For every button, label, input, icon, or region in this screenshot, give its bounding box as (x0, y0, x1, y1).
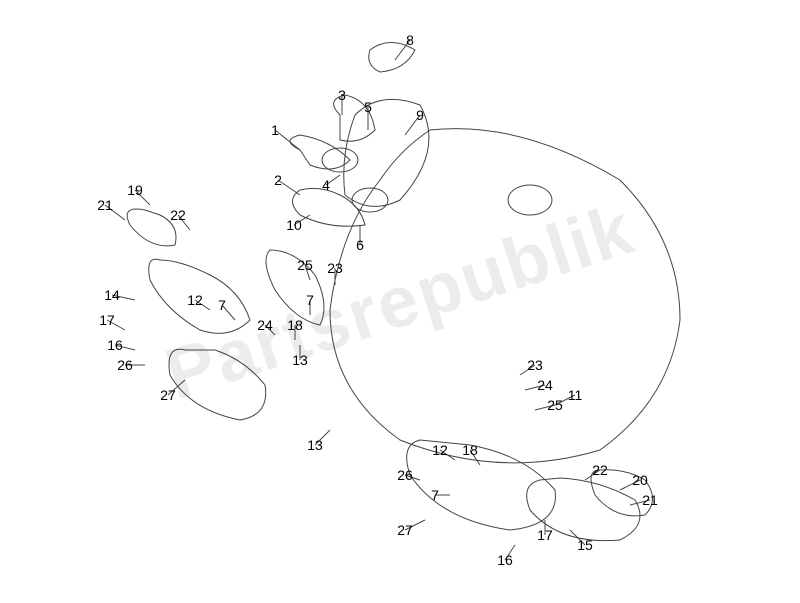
callout-label-12: 12 (187, 292, 203, 308)
parts-diagram: Partsrepublik 83159241061921222523141277… (0, 0, 800, 603)
callout-label-27: 27 (397, 522, 413, 538)
callout-label-16: 16 (497, 552, 513, 568)
callout-label-7: 7 (218, 297, 226, 313)
callout-label-21: 21 (97, 197, 113, 213)
part-outline (169, 349, 266, 420)
callout-label-10: 10 (286, 217, 302, 233)
callout-label-26: 26 (117, 357, 133, 373)
part-outline (266, 250, 324, 325)
part-outline (127, 209, 176, 246)
callout-label-24: 24 (257, 317, 273, 333)
callout-label-6: 6 (356, 237, 364, 253)
callout-label-8: 8 (406, 32, 414, 48)
callout-label-9: 9 (416, 107, 424, 123)
callout-label-25: 25 (297, 257, 313, 273)
callout-label-7: 7 (306, 292, 314, 308)
callout-label-24: 24 (537, 377, 553, 393)
callout-label-7: 7 (431, 487, 439, 503)
callout-label-26: 26 (397, 467, 413, 483)
callout-label-14: 14 (104, 287, 120, 303)
callout-label-11: 11 (568, 387, 583, 403)
callout-label-20: 20 (632, 472, 648, 488)
callout-label-16: 16 (107, 337, 123, 353)
callout-label-3: 3 (338, 87, 346, 103)
callout-label-4: 4 (322, 177, 330, 193)
callout-label-23: 23 (527, 357, 543, 373)
callout-label-2: 2 (274, 172, 282, 188)
callout-label-1: 1 (271, 122, 279, 138)
callout-label-22: 22 (170, 207, 186, 223)
callout-label-21: 21 (642, 492, 658, 508)
part-outline (407, 440, 556, 530)
callout-label-13: 13 (307, 437, 323, 453)
callout-label-19: 19 (127, 182, 143, 198)
callout-label-15: 15 (577, 537, 593, 553)
callout-label-23: 23 (327, 260, 343, 276)
callout-label-18: 18 (287, 317, 303, 333)
callout-label-17: 17 (99, 312, 115, 328)
callout-label-25: 25 (547, 397, 563, 413)
callout-label-12: 12 (432, 442, 448, 458)
callout-label-13: 13 (292, 352, 308, 368)
callout-label-22: 22 (592, 462, 608, 478)
callout-label-5: 5 (364, 99, 372, 115)
part-outline (330, 129, 680, 463)
callout-label-27: 27 (160, 387, 176, 403)
callout-label-18: 18 (462, 442, 478, 458)
callout-label-17: 17 (537, 527, 553, 543)
detail-ellipse (508, 185, 552, 215)
detail-ellipse (352, 188, 388, 212)
